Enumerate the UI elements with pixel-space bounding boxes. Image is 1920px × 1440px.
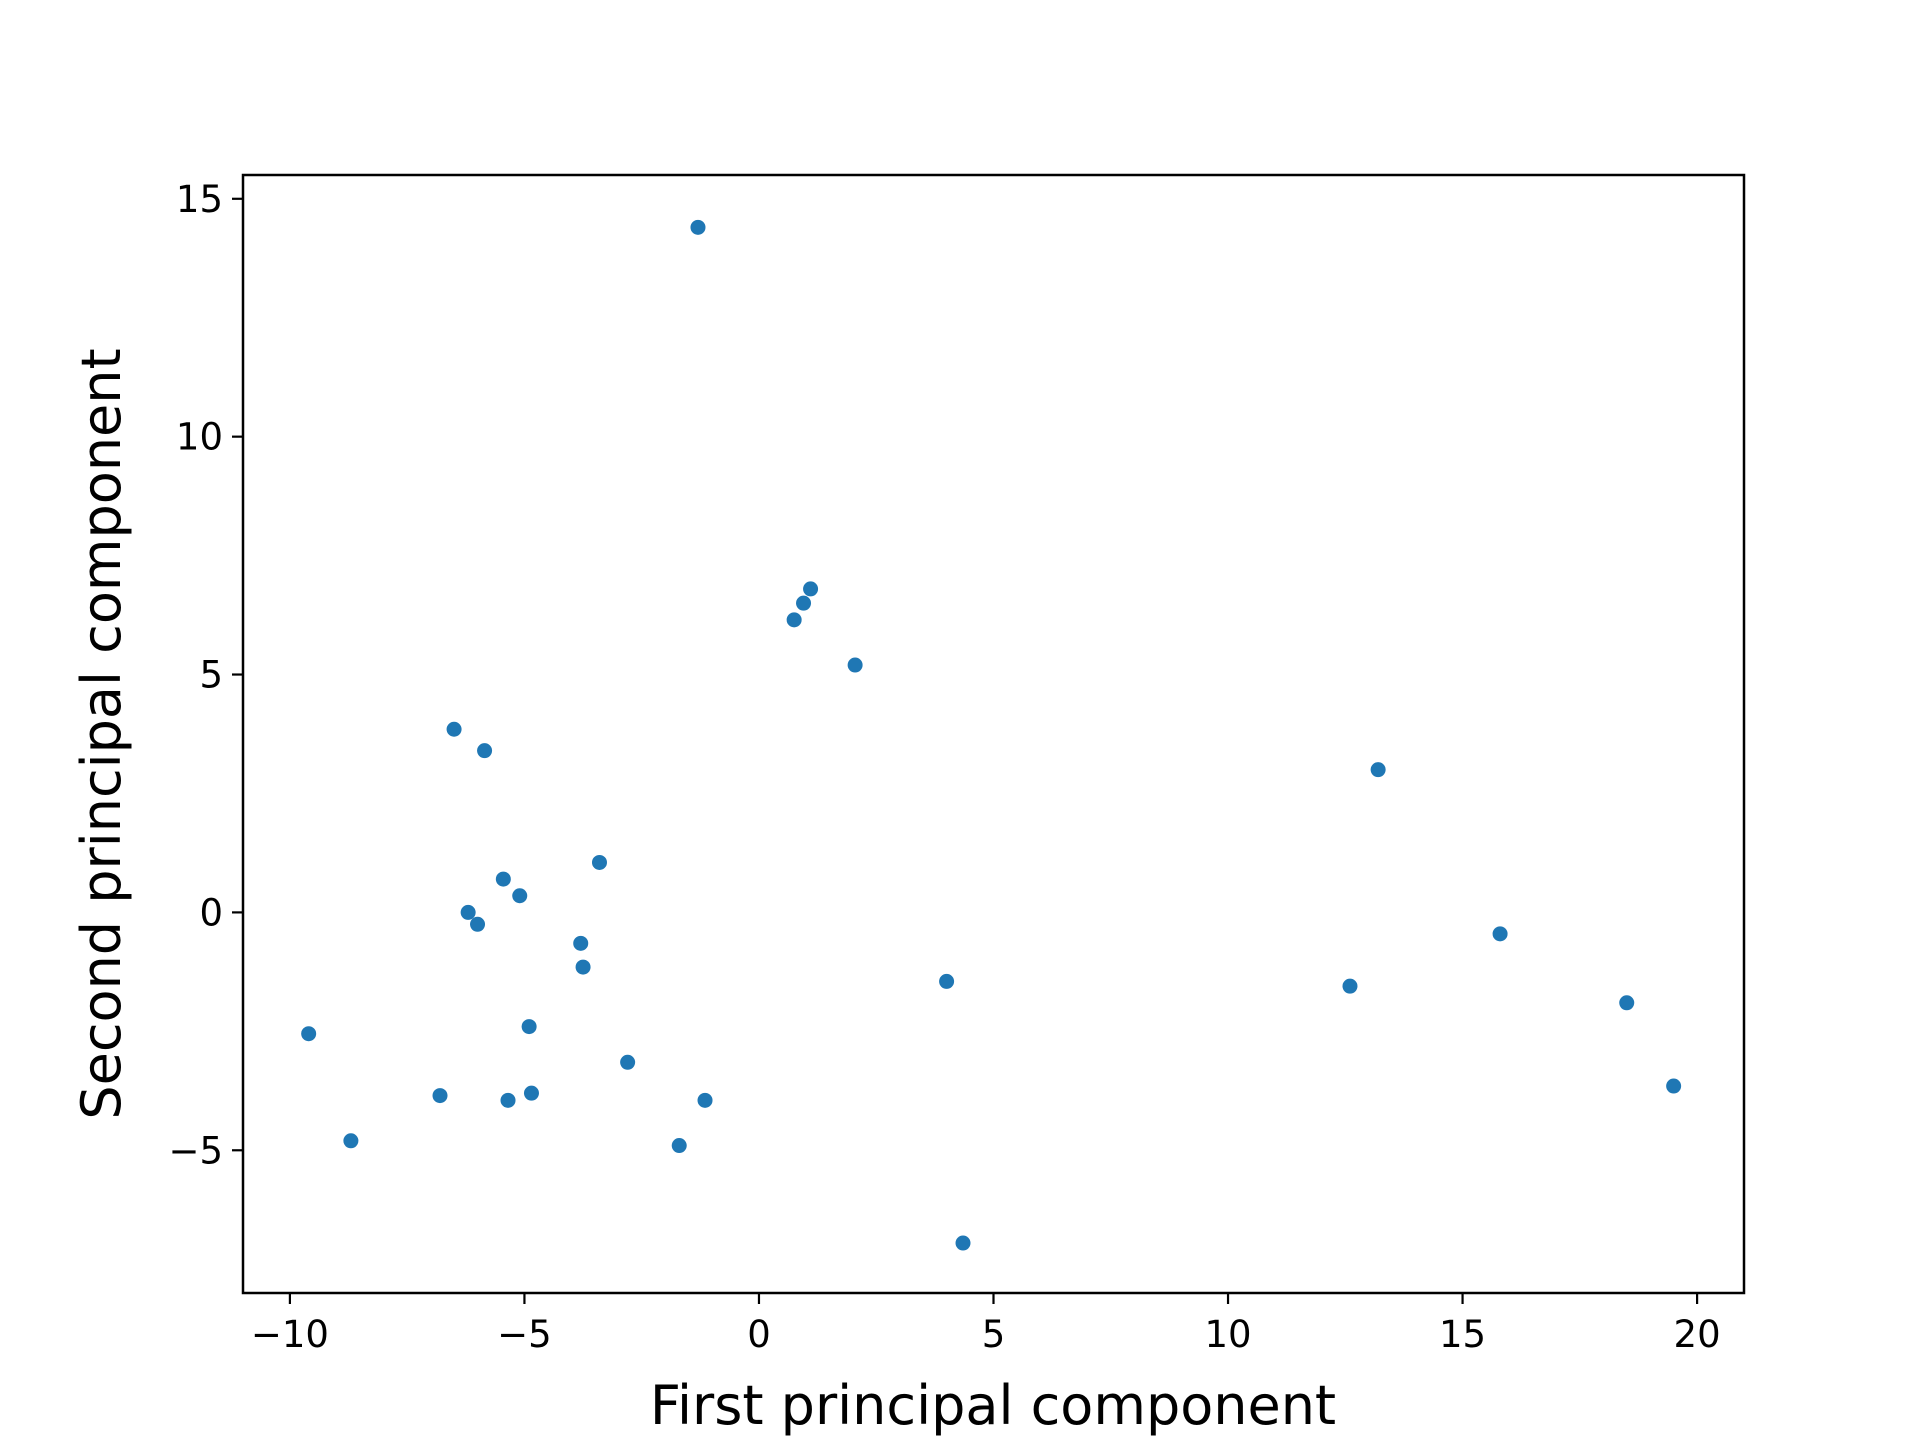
data-point [523,1085,539,1101]
data-point [343,1133,359,1149]
data-point [939,973,955,989]
x-tick-label: 20 [1674,1313,1721,1356]
data-point [1619,995,1635,1011]
data-point [803,581,819,597]
x-axis-title: First principal component [650,1374,1336,1437]
data-point [671,1138,687,1154]
y-tick-label: 0 [199,891,223,934]
data-point [477,743,493,759]
data-point [620,1054,636,1070]
data-point [690,219,706,235]
data-point [1666,1078,1682,1094]
data-point [512,888,528,904]
x-tick-label: 0 [747,1313,771,1356]
data-point [470,916,486,932]
x-tick-label: 5 [982,1313,1006,1356]
data-point [500,1092,516,1108]
x-axis-ticks: −10 −5 0 5 10 15 20 [251,1293,1721,1356]
data-points [301,219,1682,1251]
data-point [521,1019,537,1035]
x-tick-label: −10 [251,1313,329,1356]
data-point [955,1235,971,1251]
plot-area-frame [241,173,1746,1295]
data-point [301,1026,317,1042]
data-point [697,1092,713,1108]
x-tick-label: 15 [1439,1313,1486,1356]
data-point [796,595,812,611]
data-point [432,1088,448,1104]
y-tick-label: 5 [199,654,223,697]
data-point [460,904,476,920]
y-tick-label: −5 [168,1129,223,1172]
y-tick-label: 15 [176,178,223,221]
data-point [495,871,511,887]
data-point [575,959,591,975]
data-point [786,612,802,628]
data-point [1492,926,1508,942]
y-tick-label: 10 [176,416,223,459]
data-point [591,854,607,870]
data-point [446,721,462,737]
data-point [1342,978,1358,994]
data-point [573,935,589,951]
x-tick-label: −5 [497,1313,552,1356]
data-point [847,657,863,673]
data-point [1370,762,1386,778]
y-axis-title: Second principal component [70,348,133,1119]
x-tick-label: 10 [1204,1313,1251,1356]
y-axis-ticks: −5 0 5 10 15 [168,178,243,1172]
